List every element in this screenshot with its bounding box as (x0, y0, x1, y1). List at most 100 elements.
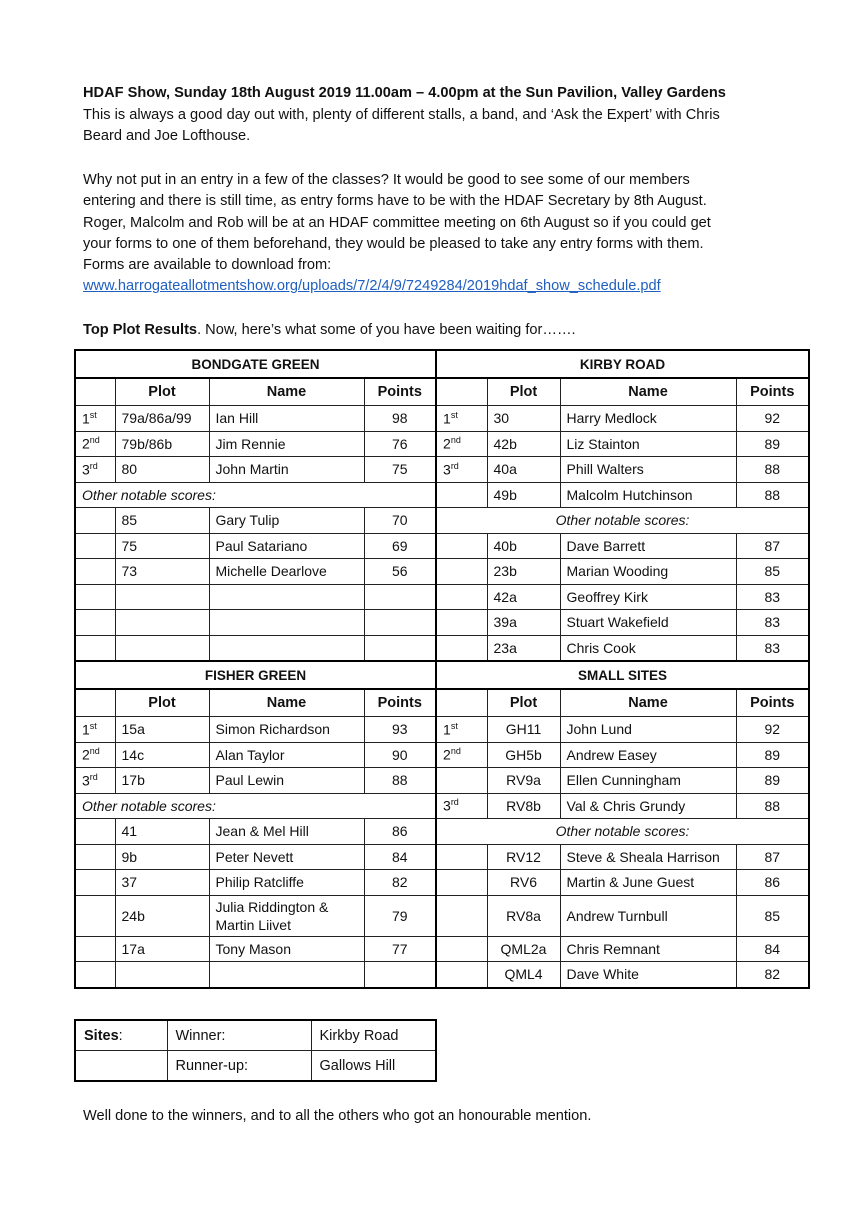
rank-cell: 3rd (74, 456, 116, 483)
section-title: KIRBY ROAD (435, 349, 810, 379)
plot-cell: 39a (486, 609, 561, 636)
table-row: 3rd 17b Paul Lewin 88 RV9a Ellen Cunningham 89 (74, 767, 810, 794)
rank-cell (74, 558, 116, 585)
name-cell: Jean & Mel Hill (208, 818, 365, 845)
schedule-link[interactable]: www.harrogateallotmentshow.org/uploads/7… (83, 278, 661, 294)
points-cell: 83 (735, 583, 810, 610)
rank-cell: 1st (74, 405, 116, 432)
rank-suffix: rd (450, 797, 459, 808)
rank-cell (435, 961, 488, 988)
rank-suffix: rd (89, 771, 98, 782)
rank-cell (74, 961, 116, 988)
points-cell: 93 (363, 716, 438, 743)
name-cell: Liz Stainton (559, 430, 737, 457)
rank-suffix: st (89, 720, 97, 731)
points-cell: 85 (735, 894, 810, 937)
name-cell: Paul Satariano (208, 532, 365, 559)
other-notable-label: Other notable scores: (74, 481, 438, 508)
name-cell: Ellen Cunningham (559, 767, 737, 794)
table-row: 17a Tony Mason 77 QML2a Chris Remnant 84 (74, 935, 810, 962)
other-notable-label: Other notable scores: (435, 507, 810, 534)
column-header-row: Plot Name Points Plot Name Points (74, 688, 810, 717)
points-cell: 88 (735, 456, 810, 483)
column-header (435, 377, 488, 406)
rank-suffix: st (89, 409, 97, 420)
sites-role: Winner: (166, 1019, 312, 1051)
entry-line: your forms to one of them beforehand, th… (83, 236, 704, 252)
name-cell: Martin & June Guest (559, 869, 737, 896)
rank: 2 (82, 436, 90, 453)
sites-role: Runner-up: (166, 1050, 312, 1082)
name-cell: Peter Nevett (208, 843, 365, 870)
plot-cell: RV8a (486, 894, 561, 937)
rank-cell (74, 583, 116, 610)
rank-cell (435, 843, 488, 870)
plot-cell: RV6 (486, 869, 561, 896)
plot-cell: 40a (486, 456, 561, 483)
rank-cell: 1st (435, 405, 488, 432)
points-cell: 76 (363, 430, 438, 457)
plot-cell: 37 (114, 869, 210, 896)
table-row: 1st 79a/86a/99 Ian Hill 98 1st 30 Harry Medloc… (74, 405, 810, 432)
points-cell (363, 609, 438, 636)
rank-cell: 1st (435, 716, 488, 743)
points-cell: 88 (735, 792, 810, 819)
name-cell: Geoffrey Kirk (559, 583, 737, 610)
column-header: Plot (486, 377, 561, 406)
name-cell: Malcolm Hutchinson (559, 481, 737, 508)
points-cell: 85 (735, 558, 810, 585)
points-cell: 87 (735, 843, 810, 870)
section-title: BONDGATE GREEN (74, 349, 438, 379)
plot-cell: 73 (114, 558, 210, 585)
rank: 2 (443, 747, 451, 764)
rank-cell (435, 558, 488, 585)
rank-suffix: st (450, 409, 458, 420)
rank-cell (74, 935, 116, 962)
points-cell: 84 (735, 935, 810, 962)
rank: 3 (82, 772, 90, 789)
column-header: Name (208, 377, 365, 406)
plot-cell: GH11 (486, 716, 561, 743)
table-row: 39a Stuart Wakefield 83 (74, 609, 810, 636)
plot-cell (114, 634, 210, 662)
plot-cell: QML4 (486, 961, 561, 988)
column-header: Plot (114, 377, 210, 406)
plot-cell: 41 (114, 818, 210, 845)
points-cell (363, 583, 438, 610)
table-row: 73 Michelle Dearlove 56 23b Marian Wooding 85 (74, 558, 810, 585)
plot-cell: 49b (486, 481, 561, 508)
table-row: Other notable scores: 3rd RV8b Val & Chris … (74, 792, 810, 819)
table-row: 42a Geoffrey Kirk 83 (74, 583, 810, 610)
plot-cell: 79a/86a/99 (114, 405, 210, 432)
entry-line: entering and there is still time, as ent… (83, 193, 707, 209)
points-cell: 69 (363, 532, 438, 559)
name-cell: Paul Lewin (208, 767, 365, 794)
sites-label-empty (74, 1050, 168, 1082)
points-cell: 70 (363, 507, 438, 534)
points-cell: 82 (363, 869, 438, 896)
results-heading-bold: Top Plot Results (83, 322, 198, 338)
points-cell: 89 (735, 430, 810, 457)
rank-suffix: st (450, 720, 458, 731)
section-title-row: BONDGATE GREEN KIRBY ROAD (74, 349, 810, 379)
points-cell: 79 (363, 894, 438, 937)
points-cell: 90 (363, 741, 438, 768)
name-cell: Andrew Turnbull (559, 894, 737, 937)
rank-cell (74, 869, 116, 896)
rank-cell (74, 609, 116, 636)
sites-label-colon: : (118, 1027, 123, 1044)
rank-cell (435, 869, 488, 896)
plot-cell: RV9a (486, 767, 561, 794)
rank: 3 (82, 461, 90, 478)
column-header (435, 688, 488, 717)
plot-cell: RV8b (486, 792, 561, 819)
rank-suffix: nd (450, 746, 461, 757)
points-cell: 83 (735, 634, 810, 662)
plot-cell: RV12 (486, 843, 561, 870)
table-row: QML4 Dave White 82 (74, 961, 810, 988)
plot-cell: 80 (114, 456, 210, 483)
points-cell (363, 961, 438, 988)
results-heading-rest: . Now, here’s what some of you have been… (197, 322, 576, 338)
points-cell: 84 (363, 843, 438, 870)
rank-cell (74, 818, 116, 845)
